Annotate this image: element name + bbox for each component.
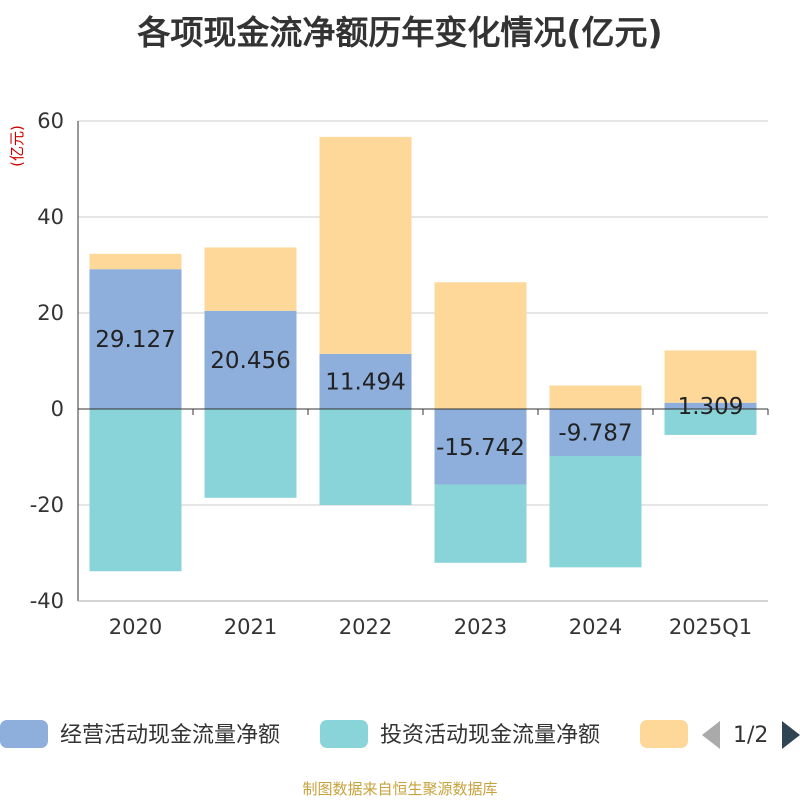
legend-swatch-3[interactable] (640, 720, 688, 748)
y-tick-label: 40 (37, 205, 64, 229)
bar-series3-2025Q1[interactable] (664, 350, 757, 403)
bar-series2-2022[interactable] (319, 409, 412, 505)
bar-series3-2022[interactable] (319, 136, 412, 354)
x-tick-label: 2021 (224, 615, 277, 639)
y-tick-label: -40 (30, 589, 64, 613)
y-axis-unit-label: (亿元) (8, 125, 26, 167)
triangle-right-icon[interactable] (782, 721, 800, 749)
y-tick-label: 0 (51, 397, 64, 421)
bar-series3-2021[interactable] (204, 247, 297, 311)
bar-series1-2024[interactable] (549, 409, 642, 456)
bar-series1-2022[interactable] (319, 353, 412, 409)
bar-series2-2025Q1[interactable] (664, 409, 757, 435)
bar-series2-2024[interactable] (549, 455, 642, 568)
data-label: 29.127 (95, 327, 175, 353)
y-tick-label: -20 (30, 493, 64, 517)
x-tick-label: 2023 (454, 615, 507, 639)
label-layer: 29.127 20.456 11.494 -15.742 -9.787 1.309 (95, 327, 743, 461)
data-label: 20.456 (210, 348, 290, 374)
legend-label-1[interactable]: 经营活动现金流量净额 (60, 723, 280, 748)
legend-swatch-1[interactable] (0, 720, 48, 748)
legend-swatch-2[interactable] (320, 720, 368, 748)
bar-series1-2025Q1[interactable] (664, 402, 757, 409)
legend: 经营活动现金流量净额 投资活动现金流量净额 1/2 (0, 720, 800, 749)
triangle-left-icon[interactable] (702, 721, 720, 749)
axis-layer: 60 40 20 0 -20 -40 2020 2021 2022 2023 2024 2025Q1 (30, 109, 769, 639)
source-note: 制图数据来自恒生聚源数据库 (302, 780, 498, 798)
y-tick-label: 60 (37, 109, 64, 133)
bar-series3-2024[interactable] (549, 385, 642, 409)
y-tick-label: 20 (37, 301, 64, 325)
legend-label-2[interactable]: 投资活动现金流量净额 (380, 723, 600, 748)
data-label: -15.742 (436, 435, 525, 461)
bar-series2-2020[interactable] (89, 409, 182, 572)
data-label: 1.309 (678, 394, 744, 420)
bar-series2-2023[interactable] (434, 484, 527, 563)
x-tick-label: 2020 (109, 615, 162, 639)
bar-series2-2021[interactable] (204, 409, 297, 498)
bar-series1-2020[interactable] (89, 269, 182, 409)
bar-layer (89, 136, 757, 572)
x-tick-label: 2025Q1 (669, 615, 752, 639)
x-tick-label: 2024 (569, 615, 622, 639)
bar-series1-2023[interactable] (434, 409, 527, 485)
data-label: -9.787 (558, 420, 632, 446)
bar-series1-2021[interactable] (204, 310, 297, 409)
grid-layer (78, 120, 768, 602)
bar-series3-2020[interactable] (89, 253, 182, 270)
legend-page-indicator: 1/2 (733, 723, 768, 748)
data-label: 11.494 (325, 369, 405, 395)
bar-series3-2023[interactable] (434, 282, 527, 409)
chart-title: 各项现金流净额历年变化情况(亿元) (137, 13, 663, 52)
x-tick-label: 2022 (339, 615, 392, 639)
